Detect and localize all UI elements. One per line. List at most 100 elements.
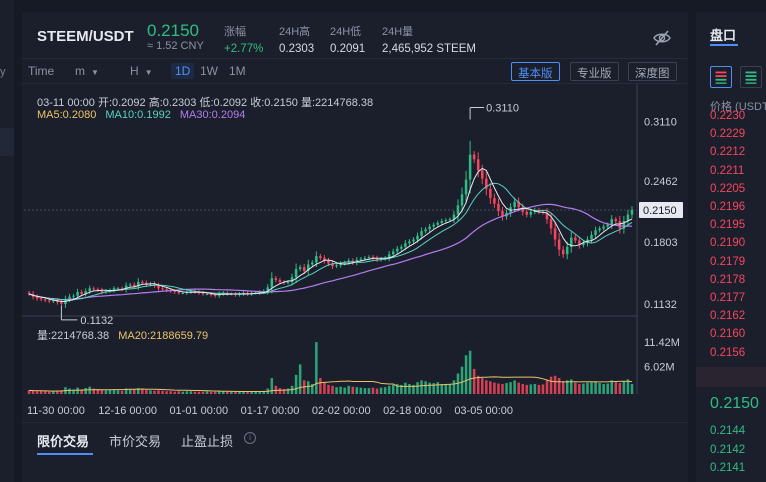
view-basic-button[interactable]: 基本版 bbox=[511, 62, 560, 81]
volume-bar bbox=[359, 387, 363, 394]
candle-body bbox=[331, 263, 334, 267]
tf-1d[interactable]: 1D bbox=[171, 63, 195, 79]
volume-bar bbox=[56, 390, 59, 394]
orderbook-bid-price[interactable]: 0.2141 bbox=[710, 462, 746, 474]
volume-bar bbox=[626, 379, 630, 394]
volume-bar bbox=[408, 383, 411, 394]
candle-body bbox=[294, 268, 298, 278]
candle-body bbox=[549, 219, 553, 229]
orderbook-ask-price[interactable]: 0.2205 bbox=[710, 182, 746, 195]
candle-body bbox=[286, 281, 290, 283]
orderbook-ask-price[interactable]: 0.2212 bbox=[710, 146, 746, 159]
ma30-line bbox=[28, 203, 633, 301]
candle-body bbox=[513, 201, 516, 208]
volume-bar bbox=[574, 382, 577, 394]
candle-body bbox=[420, 231, 423, 236]
tf-1w[interactable]: 1W bbox=[200, 64, 218, 78]
volume-bar bbox=[590, 382, 593, 394]
price-tick-label: 0.2462 bbox=[644, 176, 678, 188]
price-tick-label: 0.3110 bbox=[644, 117, 677, 129]
volume-tick-label: 6.02M bbox=[644, 362, 675, 374]
ma10-legend: MA10:0.1992 bbox=[105, 109, 171, 121]
volume-bar bbox=[100, 389, 104, 394]
orderbook-ask-price[interactable]: 0.2211 bbox=[710, 164, 745, 177]
candle-body bbox=[43, 299, 47, 301]
stat-label: 涨幅 bbox=[224, 26, 246, 38]
volume-bar bbox=[480, 378, 484, 394]
orderbook-ask-price[interactable]: 0.2196 bbox=[710, 201, 746, 213]
orderbook-ask-price[interactable]: 0.2156 bbox=[710, 346, 746, 359]
pair-name[interactable]: STEEM/USDT bbox=[37, 28, 134, 45]
volume-bar bbox=[549, 376, 553, 394]
tf-1m[interactable]: 1M bbox=[229, 64, 246, 78]
volume-bar bbox=[557, 378, 561, 394]
orderbook-title[interactable]: 盘口 bbox=[710, 28, 737, 43]
orderbook-bid-price[interactable]: 0.2144 bbox=[710, 425, 746, 437]
volume-bar bbox=[35, 391, 39, 394]
volume-bar bbox=[286, 388, 290, 394]
kline-chart[interactable]: 0.3110 0.2462 0.1803 0.1132 0.2150 11.42M 6.02… bbox=[22, 84, 688, 416]
orderbook-ask-price[interactable]: 0.2195 bbox=[710, 219, 746, 232]
volume-bar bbox=[209, 391, 213, 394]
tab-market-order[interactable]: 市价交易 bbox=[109, 434, 162, 449]
volume-bar bbox=[52, 391, 55, 394]
candle-body bbox=[315, 256, 318, 263]
tab-stop-order[interactable]: 止盈止损 bbox=[181, 434, 234, 449]
price-tick-label: 0.1132 bbox=[644, 299, 677, 311]
candle-body bbox=[137, 281, 140, 287]
candle-body bbox=[557, 239, 561, 250]
volume-bar bbox=[541, 384, 545, 394]
orderbook-ask-price[interactable]: 0.2230 bbox=[710, 110, 746, 122]
volume-tick-label: 11.42M bbox=[644, 337, 680, 349]
orderbook-ask-price[interactable]: 0.2160 bbox=[710, 328, 746, 341]
orderbook-bids-only-icon[interactable] bbox=[740, 66, 762, 88]
volume-bar bbox=[610, 380, 613, 394]
orderbook-both-sides-icon[interactable] bbox=[710, 66, 732, 88]
volume-bar bbox=[505, 383, 508, 394]
volume-bar bbox=[213, 391, 217, 394]
candle-body bbox=[132, 284, 136, 287]
volume-bar bbox=[339, 386, 342, 394]
volume-bar bbox=[315, 342, 318, 394]
ticker-header: STEEM/USDT 0.2150 ≈ 1.52 CNY 涨幅 +2.77% 2… bbox=[22, 12, 688, 58]
orderbook-ask-price[interactable]: 0.2162 bbox=[710, 310, 746, 323]
view-pro-button[interactable]: 专业版 bbox=[570, 62, 619, 81]
info-icon[interactable]: i bbox=[244, 432, 256, 444]
candle-body bbox=[27, 292, 31, 294]
volume-bar bbox=[157, 390, 160, 394]
eye-off-icon[interactable] bbox=[652, 28, 672, 48]
candle-body bbox=[468, 154, 472, 180]
volume-bar bbox=[205, 391, 209, 394]
stat-value: 2,465,952 STEEM bbox=[382, 43, 476, 55]
volume-bar bbox=[602, 383, 605, 394]
candle-body bbox=[614, 219, 618, 222]
volume-ma20-line bbox=[28, 376, 633, 392]
tf-hour-dropdown[interactable]: H ▼ bbox=[130, 64, 153, 78]
left-panel-selected-row[interactable] bbox=[0, 128, 14, 156]
volume-bar bbox=[586, 382, 589, 394]
volume-bar bbox=[493, 382, 496, 394]
orderbook-ask-price[interactable]: 0.2229 bbox=[710, 128, 746, 141]
candle-body bbox=[177, 292, 181, 294]
candle-body bbox=[68, 296, 71, 300]
orderbook-ask-price[interactable]: 0.2177 bbox=[710, 292, 746, 304]
candle-body bbox=[570, 237, 573, 247]
tf-time[interactable]: Time bbox=[28, 64, 55, 78]
candle-body bbox=[298, 267, 302, 269]
volume-bar bbox=[529, 384, 533, 394]
view-depth-button[interactable]: 深度图 bbox=[628, 62, 677, 81]
orderbook-ask-price[interactable]: 0.2178 bbox=[710, 273, 746, 286]
orderbook-ask-price[interactable]: 0.2179 bbox=[710, 255, 746, 268]
candle-body bbox=[574, 237, 577, 241]
candle-body bbox=[594, 230, 597, 235]
volume-bar bbox=[258, 391, 261, 394]
orderbook-bid-price[interactable]: 0.2142 bbox=[710, 443, 746, 456]
volume-bar bbox=[367, 388, 371, 394]
tab-limit-order[interactable]: 限价交易 bbox=[37, 434, 90, 449]
last-price: 0.2150 bbox=[147, 21, 199, 40]
candle-body bbox=[452, 214, 456, 220]
volume-bar bbox=[468, 350, 472, 394]
orderbook-ask-price[interactable]: 0.2190 bbox=[710, 237, 746, 250]
tf-minute-dropdown[interactable]: m ▼ bbox=[75, 64, 99, 78]
cny-price: ≈ 1.52 CNY bbox=[147, 40, 204, 52]
